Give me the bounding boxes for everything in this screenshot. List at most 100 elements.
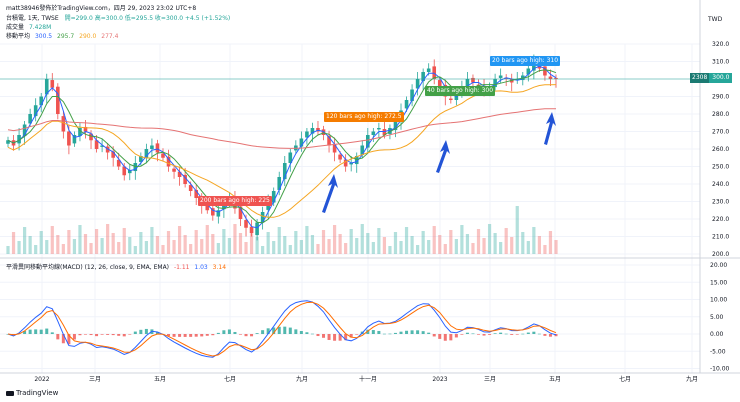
- volume-bar: [17, 241, 21, 254]
- signal-line: [7, 301, 557, 357]
- time-tick-label: 九月: [686, 375, 698, 383]
- macd-histogram-bar: [205, 334, 209, 336]
- macd-histogram-bar: [34, 329, 38, 334]
- candle-body: [332, 144, 337, 153]
- candle-body: [548, 76, 553, 79]
- volume-bar: [117, 242, 121, 254]
- volume-bar: [106, 224, 110, 254]
- candle-body: [211, 208, 215, 216]
- currency-label: TWD: [708, 16, 723, 23]
- macd-tick-label: -10.00: [710, 366, 730, 373]
- macd-histogram-bar: [122, 334, 126, 337]
- candle-body: [382, 129, 387, 135]
- annotation-40-bars[interactable]: 40 bars ago high: 300: [425, 86, 496, 96]
- macd-histogram-bar: [83, 334, 87, 335]
- macd-histogram-bar: [344, 334, 348, 341]
- macd-histogram-bar: [493, 333, 497, 334]
- ma-value-3: 290.0: [79, 33, 97, 40]
- candle-body: [498, 75, 503, 78]
- macd-tick-label: -5.00: [710, 348, 726, 355]
- volume-bar: [67, 230, 71, 254]
- macd-histogram-bar: [421, 331, 425, 334]
- macd-histogram-bar: [233, 331, 237, 334]
- macd-histogram-bar: [133, 331, 137, 334]
- candle-body: [122, 166, 127, 176]
- annotation-20-bars[interactable]: 20 bars ago high: 310: [490, 56, 561, 66]
- volume-bar: [355, 238, 359, 254]
- volume-bar: [172, 240, 176, 254]
- macd-grid: [0, 264, 700, 369]
- macd-histogram-bar: [310, 333, 314, 335]
- volume-bar: [272, 241, 276, 254]
- volume-bar: [72, 239, 77, 254]
- tradingview-logo[interactable]: TradingView: [6, 389, 58, 397]
- macd-histogram-bar: [167, 334, 171, 337]
- macd-histogram-bar: [61, 334, 65, 344]
- macd-histogram-bar: [377, 330, 381, 334]
- price-tick-label: 270.0: [712, 129, 729, 136]
- macd-histogram-bar: [366, 329, 370, 334]
- time-tick-label: 三月: [484, 376, 496, 383]
- volume-bar: [111, 233, 115, 254]
- candle-body: [282, 163, 287, 180]
- volume-bar: [471, 243, 475, 254]
- macd-histogram-bar: [227, 329, 231, 334]
- volume-bar: [89, 243, 93, 254]
- volume-bar: [382, 237, 387, 254]
- candle-body: [299, 138, 304, 147]
- volume-bar: [261, 246, 265, 254]
- candle-body: [44, 79, 49, 95]
- candle-body: [144, 149, 149, 159]
- macd-tick-label: 0.00: [710, 331, 724, 338]
- volume-bar: [177, 226, 182, 254]
- macd-histogram-bar: [200, 334, 204, 337]
- candle-body: [183, 174, 187, 184]
- candle-body: [72, 135, 77, 144]
- macd-histogram-bar: [128, 334, 132, 335]
- macd-histogram-bar: [554, 334, 558, 337]
- volume-bar: [83, 234, 88, 254]
- macd-label[interactable]: 平滑異同移動平均線(MACD) (12, 26, close, 9, EMA, …: [6, 264, 170, 271]
- tradingview-brand: TradingView: [16, 389, 59, 397]
- macd-histogram-bar: [388, 333, 392, 335]
- candle-body: [554, 77, 558, 79]
- candle-body: [61, 116, 66, 132]
- macd-tick-label: 10.00: [710, 297, 727, 304]
- macd-histogram-bar: [355, 334, 359, 335]
- volume-bar: [532, 227, 536, 254]
- candle-body: [404, 100, 409, 109]
- symbol-title[interactable]: 台積電, 1天, TWSE: [6, 15, 59, 22]
- volume-bar: [521, 232, 525, 254]
- candle-body: [327, 136, 331, 146]
- volume-bar: [211, 234, 215, 254]
- macd-histogram-bar: [471, 333, 475, 335]
- volume-bar: [399, 241, 403, 254]
- last-price-tag-code: 2308: [690, 73, 710, 83]
- macd-hist-value: -1.11: [173, 264, 190, 271]
- candle-body: [249, 226, 254, 233]
- candle-body: [449, 98, 453, 100]
- annotation-arrows: [322, 112, 556, 213]
- volume-bar: [449, 230, 453, 254]
- price-tick-label: 260.0: [712, 146, 729, 153]
- macd-histogram-bar: [95, 334, 99, 337]
- candle-body: [371, 131, 376, 135]
- candle-body: [22, 124, 27, 137]
- volume-bar: [338, 234, 342, 254]
- macd-histogram-bar: [72, 334, 76, 340]
- volume-bar: [144, 241, 148, 254]
- volume-bar: [487, 224, 492, 254]
- macd-histogram-bar: [410, 330, 414, 334]
- candle-body: [188, 185, 193, 191]
- candle-body: [94, 140, 99, 149]
- annotation-120-bars[interactable]: 120 bars ago high: 272.5: [324, 112, 404, 122]
- volume-bar: [499, 242, 503, 254]
- candle-body: [172, 168, 176, 172]
- candle-body: [520, 75, 525, 81]
- volume-bar: [61, 244, 65, 254]
- macd-histogram-bar: [449, 334, 453, 341]
- macd-histogram-bar: [432, 334, 436, 337]
- volume-legend: 成交量 7.428M: [6, 22, 51, 31]
- annotation-200-bars[interactable]: 200 bars ago high: 225: [198, 196, 272, 206]
